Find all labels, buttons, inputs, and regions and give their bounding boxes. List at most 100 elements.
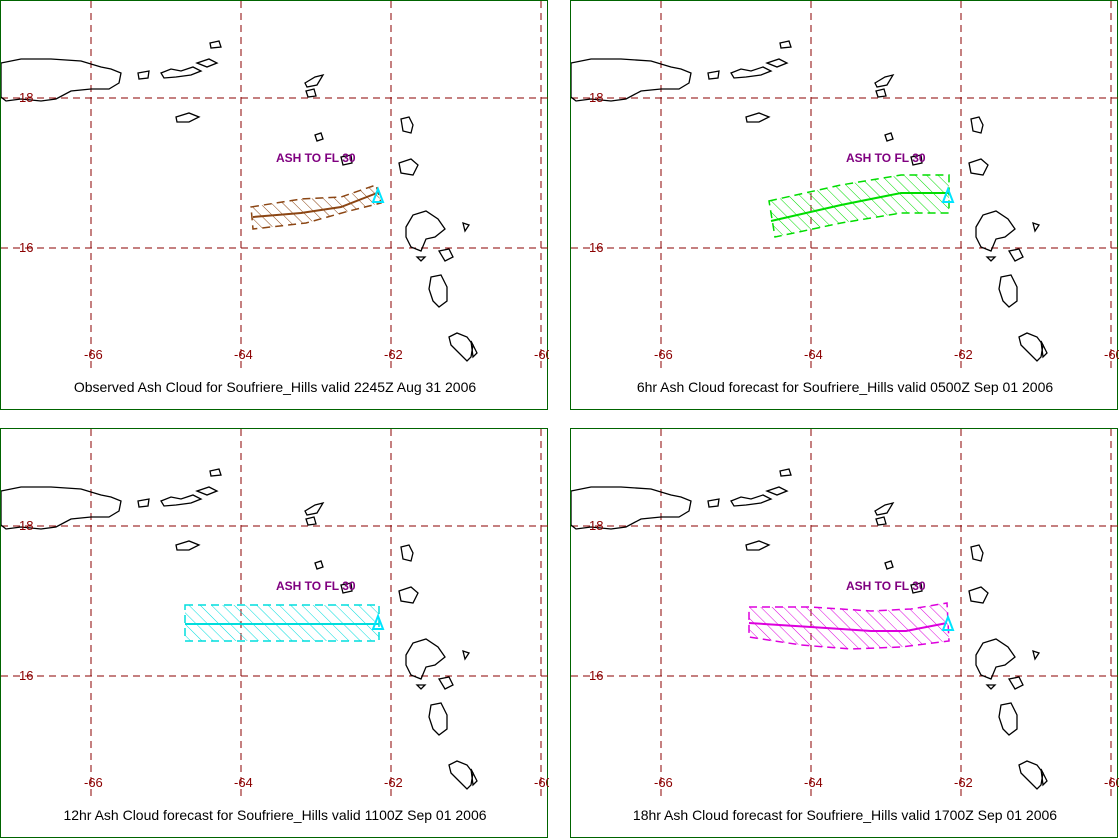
longitude-label: -66: [654, 775, 673, 790]
island-outline: [415, 684, 427, 690]
latitude-label: 18: [589, 518, 603, 533]
ash-cloud-axis: [748, 622, 948, 632]
ash-cloud-area: [768, 174, 950, 238]
island-outline: [884, 132, 894, 142]
volcano-marker-icon: [941, 186, 955, 203]
map-panel-observed: 18 16 -66 -64 -62 -60 ASH TO FL 30 Observed As…: [0, 0, 549, 410]
island-outline: [340, 582, 353, 594]
panel-caption: Observed Ash Cloud for Soufriere_Hills v…: [73, 379, 477, 395]
island-outline: [970, 116, 984, 134]
island-outline: [968, 586, 989, 604]
island-outline: [448, 760, 474, 790]
island-outline: [707, 70, 720, 80]
island-outline: [985, 256, 997, 262]
latitude-label: 18: [589, 90, 603, 105]
island-outline: [209, 468, 222, 477]
ash-height-label: ASH TO FL 30: [276, 151, 356, 165]
island-outline: [910, 582, 923, 594]
island-outline: [405, 210, 446, 252]
island-outline: [1018, 760, 1044, 790]
longitude-label: -62: [954, 347, 973, 362]
island-outline: [571, 486, 692, 530]
ash-cloud-axis: [252, 192, 378, 218]
map-panel-18hr: 18 16 -66 -64 -62 -60 ASH TO FL 30 18hr Ash Cl…: [570, 428, 1119, 838]
map-canvas: 18 16 -66 -64 -62 -60 ASH TO FL 30: [571, 429, 1119, 799]
latitude-label: 16: [19, 668, 33, 683]
longitude-label: -62: [384, 775, 403, 790]
island-outline: [1032, 650, 1041, 661]
island-outline: [707, 498, 720, 508]
island-outline: [745, 112, 771, 123]
ash-height-label: ASH TO FL 30: [846, 151, 926, 165]
island-outline: [875, 516, 887, 526]
island-outline: [874, 73, 895, 88]
island-outline: [398, 586, 419, 604]
island-outline: [998, 274, 1018, 308]
island-outline: [1, 58, 122, 102]
longitude-label: -60: [534, 347, 549, 362]
island-outline: [470, 340, 478, 359]
island-outline: [970, 544, 984, 562]
island-outline: [730, 494, 773, 507]
island-outline: [1, 486, 122, 530]
latitude-label: 18: [19, 518, 33, 533]
island-outline: [1032, 222, 1041, 233]
longitude-label: -64: [234, 347, 253, 362]
longitude-label: -66: [654, 347, 673, 362]
ash-height-label: ASH TO FL 30: [276, 579, 356, 593]
island-outline: [875, 88, 887, 98]
panel-caption: 18hr Ash Cloud forecast for Soufriere_Hi…: [632, 807, 1058, 823]
island-outline: [874, 501, 895, 516]
volcano-marker-icon: [371, 186, 385, 203]
island-outline: [340, 154, 353, 166]
island-outline: [314, 560, 324, 570]
island-outline: [195, 486, 219, 496]
island-outline: [998, 702, 1018, 736]
island-outline: [398, 158, 419, 176]
island-outline: [160, 66, 203, 79]
longitude-label: -66: [84, 347, 103, 362]
island-outline: [305, 516, 317, 526]
map-canvas: 18 16 -66 -64 -62 -60 ASH TO FL 30: [1, 429, 549, 799]
longitude-label: -60: [1104, 775, 1119, 790]
ash-height-label: ASH TO FL 30: [846, 579, 926, 593]
island-outline: [314, 132, 324, 142]
island-outline: [975, 210, 1016, 252]
island-outline: [1040, 768, 1048, 787]
panel-caption: 6hr Ash Cloud forecast for Soufriere_Hil…: [636, 379, 1054, 395]
island-outline: [305, 88, 317, 98]
ash-cloud-area: [250, 184, 382, 230]
map-canvas: 18 16 -66 -64 -62 -60 ASH TO FL 30: [571, 1, 1119, 371]
island-outline: [137, 70, 150, 80]
island-outline: [745, 540, 771, 551]
island-outline: [779, 468, 792, 477]
island-outline: [730, 66, 773, 79]
island-outline: [428, 702, 448, 736]
island-outline: [175, 112, 201, 123]
island-outline: [175, 540, 201, 551]
island-outline: [1007, 248, 1024, 262]
island-outline: [910, 154, 923, 166]
panel-caption: 12hr Ash Cloud forecast for Soufriere_Hi…: [63, 807, 487, 823]
island-outline: [400, 116, 414, 134]
island-outline: [428, 274, 448, 308]
latitude-label: 16: [19, 240, 33, 255]
longitude-label: -60: [1104, 347, 1119, 362]
island-outline: [968, 158, 989, 176]
island-outline: [1040, 340, 1048, 359]
map-panel-12hr: 18 16 -66 -64 -62 -60 ASH TO FL 30 12hr Ash Cl…: [0, 428, 549, 838]
island-outline: [415, 256, 427, 262]
island-outline: [137, 498, 150, 508]
island-outline: [448, 332, 474, 362]
latitude-label: 16: [589, 668, 603, 683]
island-outline: [195, 58, 219, 68]
longitude-label: -64: [804, 347, 823, 362]
latitude-label: 16: [589, 240, 603, 255]
ash-cloud-area: [748, 602, 950, 650]
longitude-label: -66: [84, 775, 103, 790]
island-outline: [779, 40, 792, 49]
longitude-label: -64: [804, 775, 823, 790]
longitude-label: -64: [234, 775, 253, 790]
longitude-label: -62: [384, 347, 403, 362]
island-outline: [304, 73, 325, 88]
